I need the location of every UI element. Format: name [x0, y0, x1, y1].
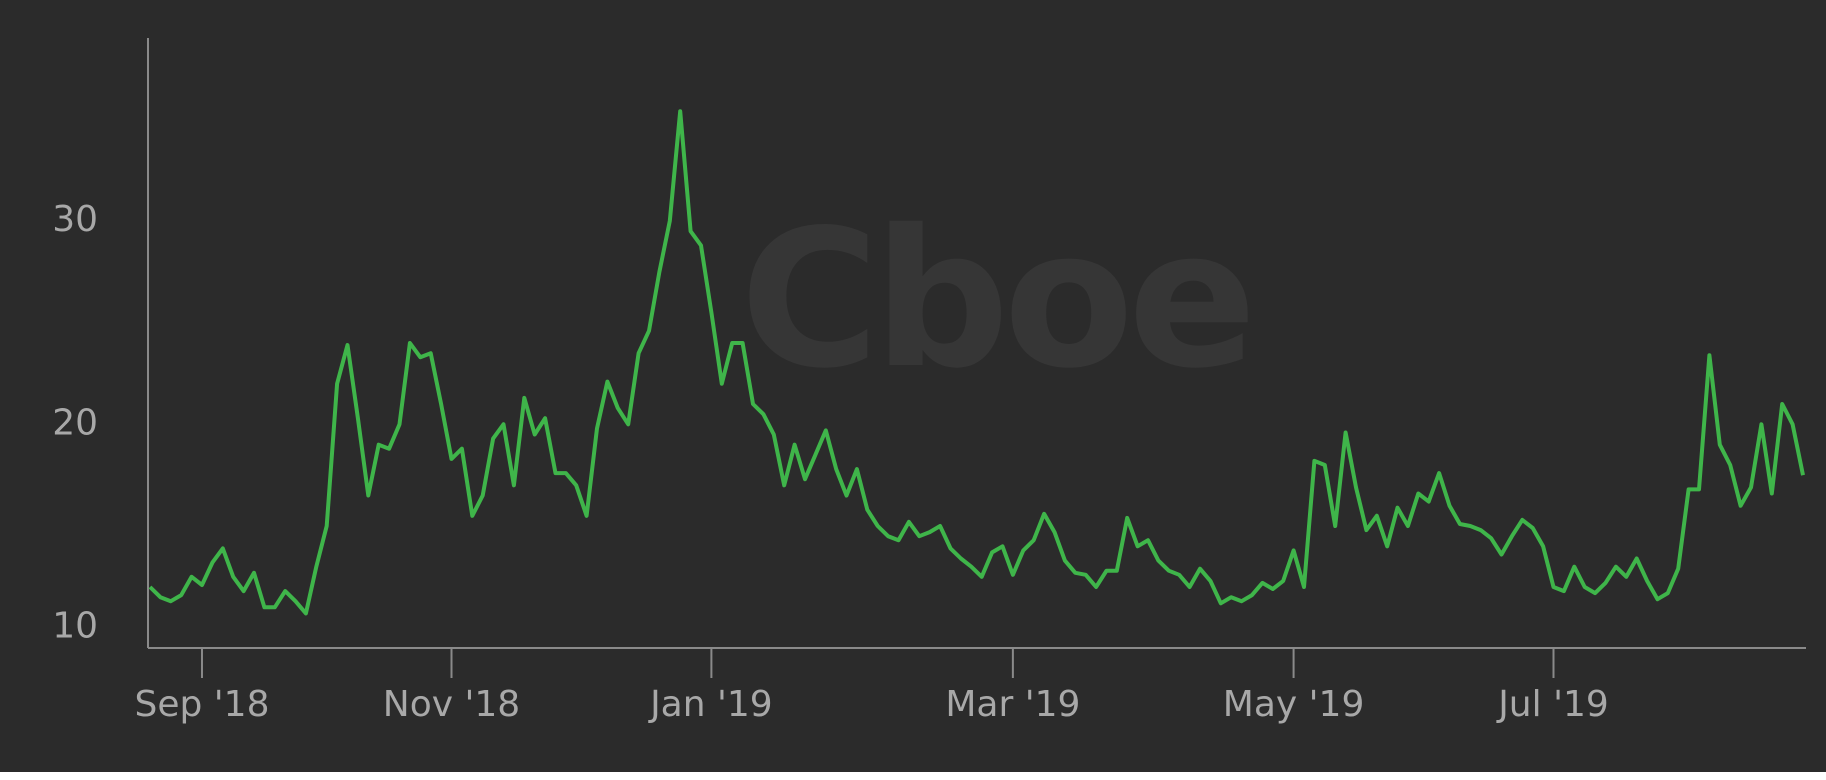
- x-tick-label: Nov '18: [383, 684, 520, 725]
- x-tick-label: Jan '19: [648, 684, 773, 725]
- x-tick-label: Jul '19: [1496, 684, 1609, 725]
- y-tick-label: 20: [52, 402, 98, 443]
- x-tick-label: Sep '18: [134, 684, 269, 725]
- x-tick-label: Mar '19: [945, 684, 1080, 725]
- y-tick-label: 30: [52, 199, 98, 240]
- watermark: Cboe: [740, 189, 1251, 410]
- x-tick-label: May '19: [1223, 684, 1365, 725]
- line: [148, 109, 1805, 616]
- y-tick-label: 10: [52, 606, 98, 647]
